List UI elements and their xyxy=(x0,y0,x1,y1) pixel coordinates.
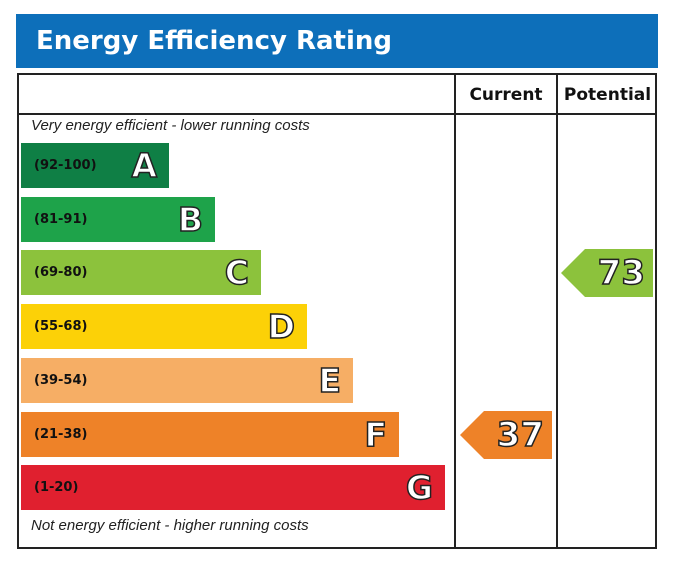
band-range-label: (69-80) xyxy=(34,265,88,281)
rating-band-c: (69-80) C xyxy=(21,250,261,296)
band-range-label: (1-20) xyxy=(34,480,79,496)
band-range-label: (92-100) xyxy=(34,158,97,173)
potential-column-header: Potential xyxy=(563,85,652,105)
band-range-label: (39-54) xyxy=(34,372,88,388)
chart-title: Energy Efficiency Rating xyxy=(36,26,393,56)
band-letter-label: E xyxy=(318,360,342,401)
rating-band-a: (92-100) A xyxy=(21,143,169,188)
potential-arrow-shape xyxy=(561,249,653,298)
title-banner: Energy Efficiency Rating xyxy=(16,14,658,68)
column-divider xyxy=(454,75,456,547)
current-arrow-shape xyxy=(460,410,552,459)
current-rating-value: 37 xyxy=(496,414,545,456)
rating-table: Current Potential Very energy efficient … xyxy=(17,73,657,549)
band-range-label: (55-68) xyxy=(34,319,88,335)
current-rating-arrow: 37 xyxy=(460,410,552,459)
rating-band-f: (21-38) F xyxy=(21,411,399,457)
rating-band-d: (55-68) D xyxy=(21,304,307,350)
rating-band-e: (39-54) E xyxy=(21,357,353,403)
rating-band-g: (1-20) G xyxy=(21,465,445,511)
efficient-caption: Very energy efficient - lower running co… xyxy=(31,117,310,134)
potential-rating-arrow: 73 xyxy=(561,249,653,298)
rating-band-b: (81-91) B xyxy=(21,196,215,242)
current-column-header: Current xyxy=(469,85,543,105)
potential-rating-value: 73 xyxy=(597,253,646,295)
band-range-label: (81-91) xyxy=(34,211,88,227)
header-divider xyxy=(19,113,655,115)
band-letter-label: A xyxy=(131,145,158,186)
band-letter-label: G xyxy=(405,467,434,508)
column-divider xyxy=(556,75,558,547)
band-letter-label: C xyxy=(224,253,250,294)
band-range-label: (21-38) xyxy=(34,426,88,442)
band-letter-label: B xyxy=(177,199,204,240)
inefficient-caption: Not energy efficient - higher running co… xyxy=(31,517,309,534)
band-letter-label: F xyxy=(364,414,388,455)
band-letter-label: D xyxy=(267,306,296,347)
